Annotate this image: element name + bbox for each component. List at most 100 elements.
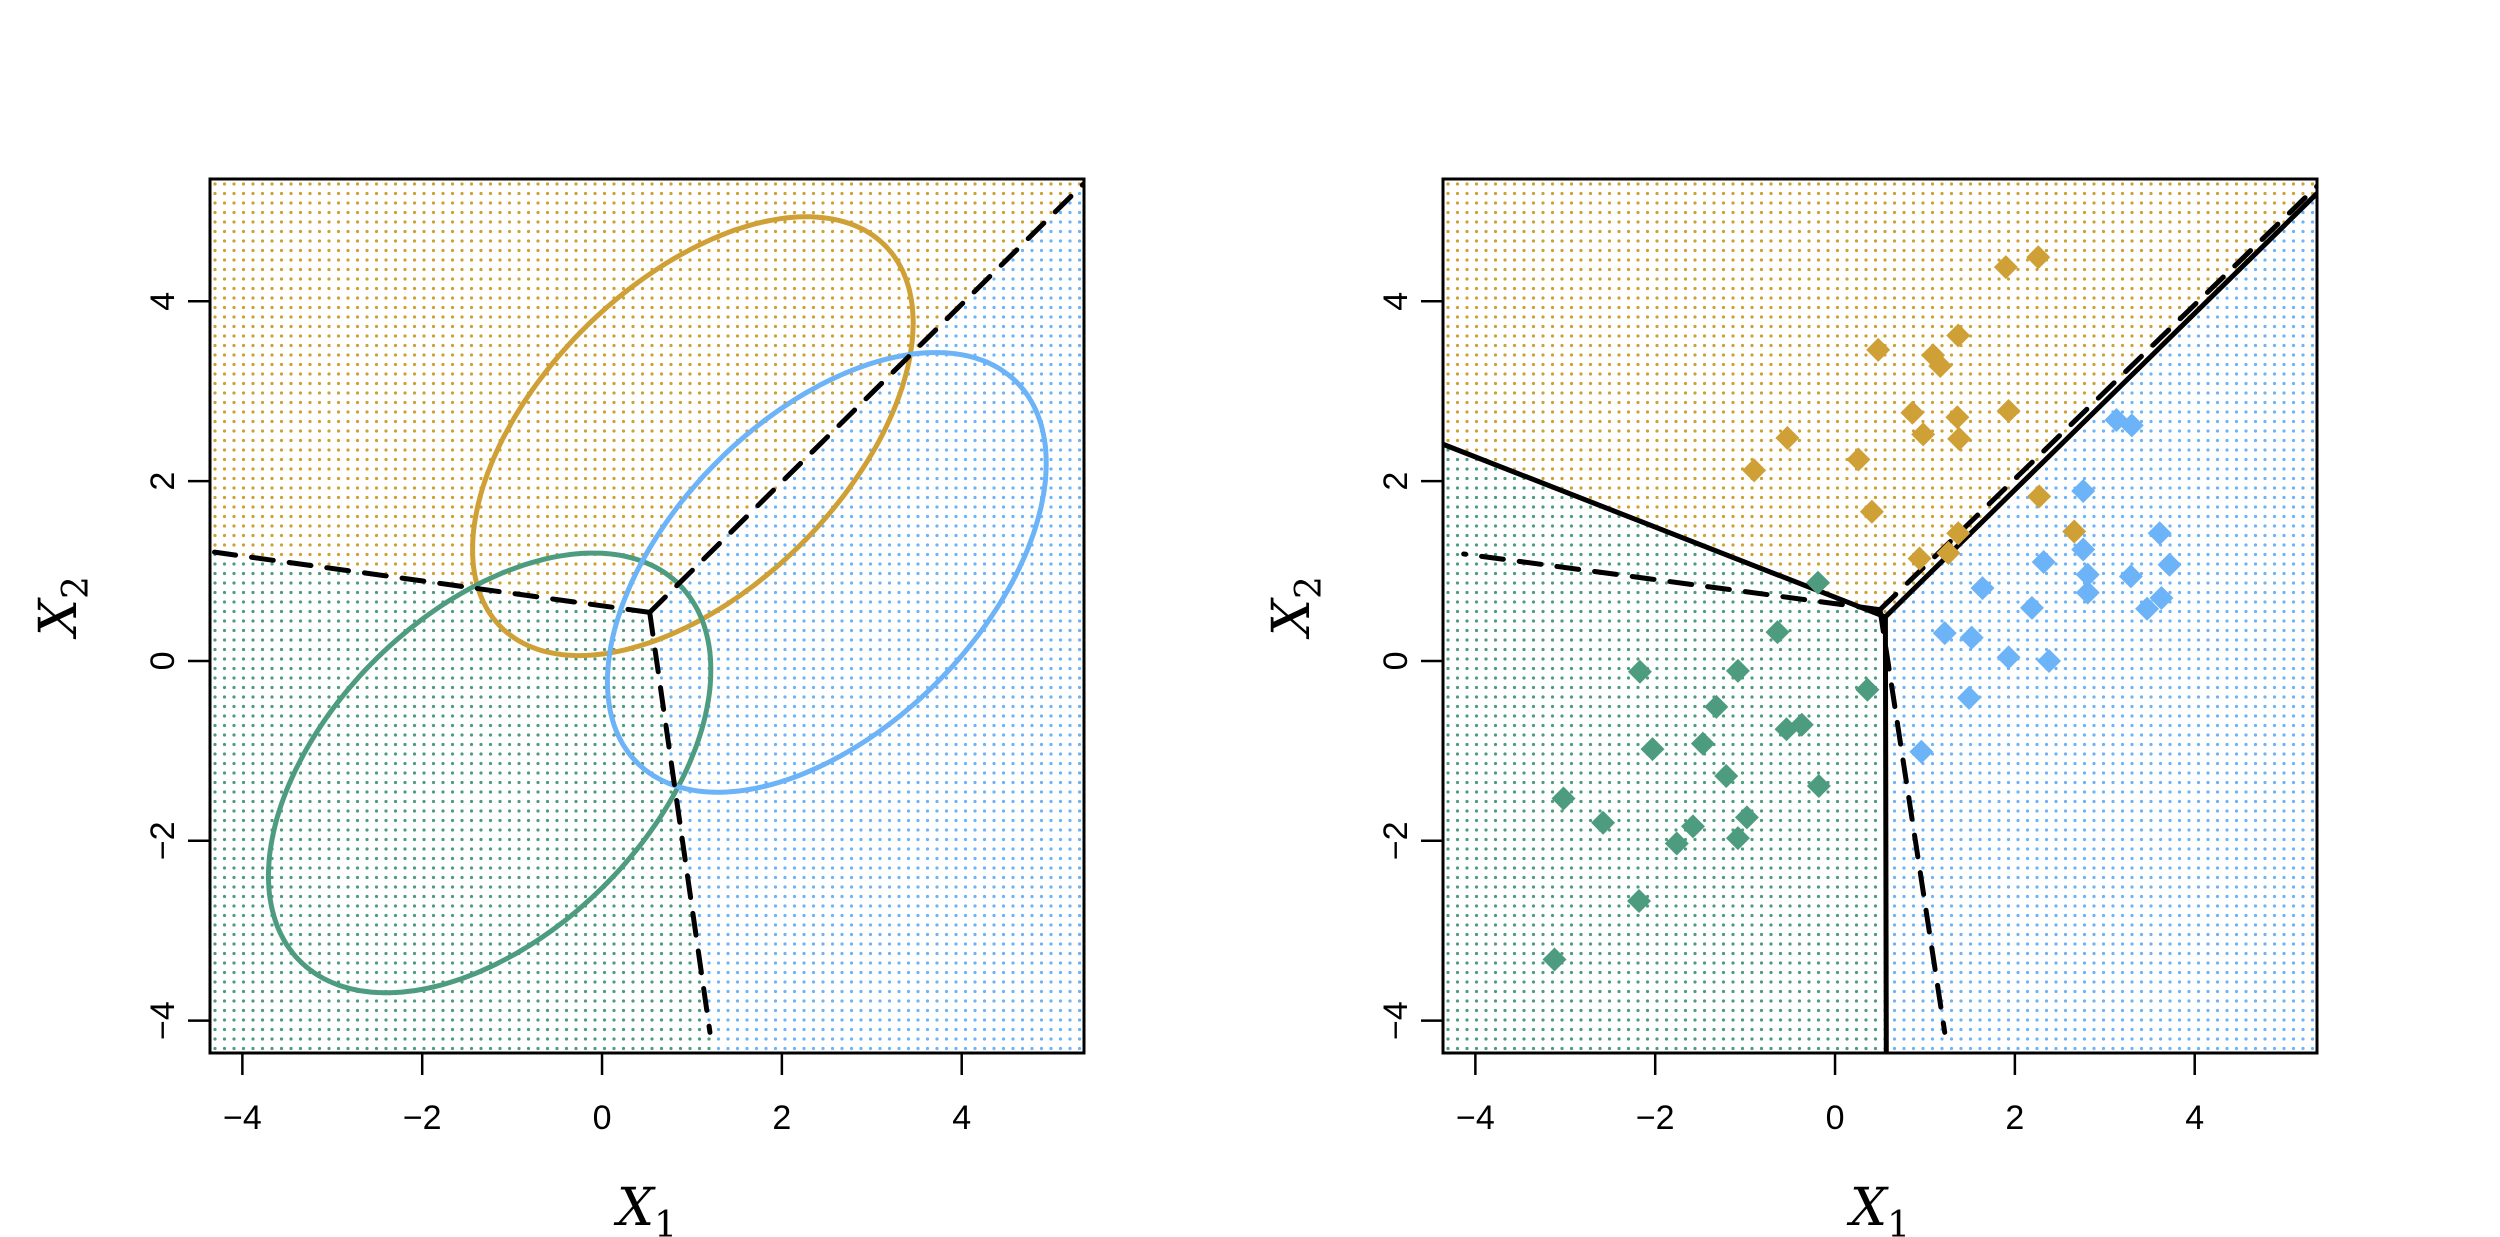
- x-axis-title: X1: [1846, 1178, 1910, 1237]
- point-class1: [1911, 422, 1936, 447]
- point-class1: [1900, 400, 1925, 425]
- ellipse-class2: [265, 550, 714, 996]
- point-class2: [1551, 786, 1576, 811]
- point-class2: [1765, 620, 1790, 645]
- point-class3: [1959, 625, 1984, 650]
- point-class2: [1690, 731, 1715, 756]
- region-dots-class3: [1892, 201, 2315, 1051]
- x-tick-label: −4: [223, 1099, 262, 1137]
- decision-boundaries: [1443, 183, 2317, 1053]
- point-class1: [1742, 458, 1767, 483]
- point-class1: [1996, 398, 2021, 423]
- point-class1: [1946, 521, 1971, 546]
- point-class3: [2149, 586, 2174, 611]
- point-class2: [1734, 805, 1759, 830]
- point-class3: [2075, 562, 2100, 587]
- left-panel: −4 −2 0 2 4 −4 −2 0 2 4 X1 X2: [29, 177, 1086, 1237]
- point-class3: [2075, 580, 2100, 605]
- point-class1: [1993, 255, 2018, 280]
- point-class3: [1932, 621, 1957, 646]
- y-tick-label: −4: [1377, 1001, 1415, 1040]
- decision-region-dots: [1446, 182, 2315, 1051]
- point-class2: [1591, 810, 1616, 835]
- bayes-boundary-segment: [1461, 551, 1883, 613]
- point-class2: [1627, 889, 1652, 914]
- bayes-boundary-segment: [211, 549, 653, 615]
- ellipse-class3: [604, 350, 1049, 795]
- point-class1: [1947, 426, 1972, 451]
- point-class1: [2027, 484, 2052, 509]
- y-tick-label: −4: [144, 1001, 182, 1040]
- region-dots-class1: [1446, 182, 2315, 614]
- x-tick-label: 2: [772, 1099, 791, 1137]
- point-class2: [1714, 764, 1739, 789]
- point-class1: [1936, 541, 1961, 566]
- y-axis: −4 −2 0 2 4: [1377, 292, 1443, 1040]
- point-class3: [2037, 648, 2062, 673]
- point-class3: [2071, 537, 2096, 562]
- point-class1: [1945, 405, 1970, 430]
- x-tick-label: −4: [1456, 1099, 1495, 1137]
- point-class3: [2157, 552, 2182, 577]
- decision-boundaries: [211, 180, 1084, 1035]
- point-class2: [1855, 677, 1880, 702]
- y-axis-title: X2: [1262, 576, 1330, 640]
- point-class1: [1946, 323, 1971, 348]
- x-tick-label: 0: [1826, 1099, 1845, 1137]
- x-tick-label: 2: [2005, 1099, 2024, 1137]
- point-class3: [2071, 479, 2096, 504]
- point-class2: [1725, 658, 1750, 683]
- y-tick-label: −2: [144, 821, 182, 860]
- x-tick-label: 4: [2185, 1099, 2204, 1137]
- bayes-boundary-segment: [647, 609, 713, 1035]
- point-class1: [1859, 499, 1884, 524]
- bayes-boundary-segment: [1877, 183, 2317, 613]
- bayes-boundary-segment: [647, 180, 1084, 615]
- plot-frame: [208, 177, 1086, 1055]
- point-class2: [1704, 694, 1729, 719]
- x-tick-label: −2: [1636, 1099, 1675, 1137]
- x-axis: −4 −2 0 2 4: [1456, 1053, 2204, 1137]
- class-ellipses: [265, 214, 1049, 996]
- right-panel: −4 −2 0 2 4 −4 −2 0 2 4 X1 X2: [1262, 177, 2319, 1237]
- y-tick-label: 4: [1377, 292, 1415, 311]
- region-dots-class2: [1446, 448, 1887, 1051]
- point-class1: [1866, 337, 1891, 362]
- point-class2: [1640, 737, 1665, 762]
- x-tick-label: −2: [403, 1099, 442, 1137]
- region-dots-class1: [213, 182, 1082, 604]
- y-tick-label: 0: [144, 651, 182, 670]
- point-class2: [1680, 814, 1705, 839]
- y-tick-label: 0: [1377, 651, 1415, 670]
- data-points: [1542, 245, 2182, 972]
- point-class2: [1542, 947, 1567, 972]
- x-axis: −4 −2 0 2 4: [223, 1053, 971, 1137]
- point-class3: [1996, 645, 2021, 670]
- point-class3: [2019, 595, 2044, 620]
- y-axis: −4 −2 0 2 4: [144, 292, 210, 1040]
- point-class3: [2147, 521, 2172, 546]
- point-class3: [2135, 596, 2160, 621]
- point-class2: [1805, 570, 1830, 595]
- point-class2: [1627, 659, 1652, 684]
- point-class2: [1664, 831, 1689, 856]
- point-class2: [1725, 826, 1750, 851]
- plot-frame: [1441, 177, 2319, 1055]
- region-dots-class2: [213, 552, 711, 1051]
- bayes-boundary-segment: [1877, 607, 1948, 1035]
- y-tick-label: −2: [1377, 821, 1415, 860]
- point-class2: [1789, 712, 1814, 737]
- point-class3: [1957, 685, 1982, 710]
- x-tick-label: 4: [952, 1099, 971, 1137]
- point-class3: [1970, 576, 1995, 601]
- point-class3: [2119, 413, 2144, 438]
- point-class1: [1928, 354, 1953, 379]
- point-class1: [2026, 245, 2051, 270]
- x-tick-label: 0: [593, 1099, 612, 1137]
- point-class1: [1775, 425, 1800, 450]
- point-class3: [2031, 550, 2056, 575]
- point-class3: [2118, 564, 2143, 589]
- x-axis-title: X1: [613, 1178, 677, 1237]
- lda-boundary-segment: [1882, 616, 1889, 1053]
